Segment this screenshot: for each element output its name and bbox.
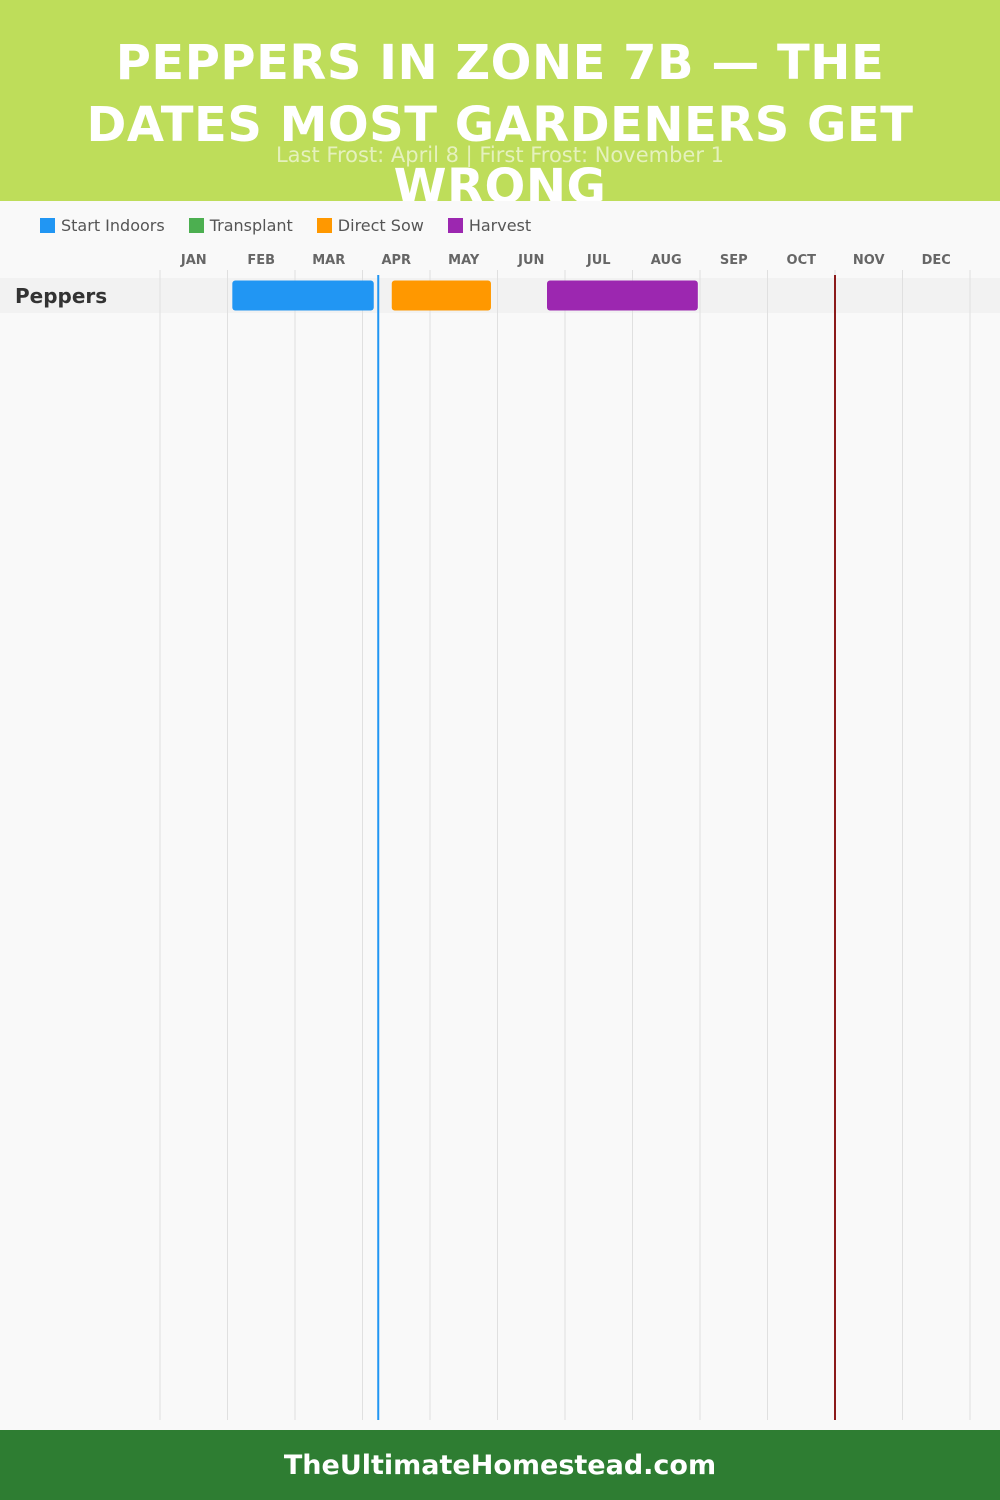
legend-swatch: [447, 217, 463, 233]
page-title: PEPPERS IN ZONE 7B — THE DATES MOST GARD…: [86, 35, 914, 201]
month-tick-label: AUG: [651, 253, 682, 268]
legend-label: Direct Sow: [337, 215, 424, 235]
legend-label: Start Indoors: [61, 215, 165, 235]
legend-item-direct-sow: Direct Sow: [316, 215, 424, 235]
legend-swatch: [188, 217, 204, 233]
legend-label: Harvest: [468, 215, 532, 235]
bar-start-indoors: [232, 280, 374, 311]
site-url[interactable]: TheUltimateHomestead.com: [283, 1449, 717, 1481]
frost-dates-subtitle: Last Frost: April 8 | First Frost: Novem…: [275, 143, 725, 167]
month-tick-label: MAR: [312, 253, 345, 268]
month-tick-label: DEC: [922, 253, 951, 268]
month-tick-label: FEB: [247, 253, 275, 268]
month-tick-label: JUN: [517, 253, 544, 268]
month-tick-label: NOV: [853, 253, 885, 268]
crop-label: Peppers: [15, 284, 107, 308]
legend-item-transplant: Transplant: [188, 215, 293, 235]
month-tick-label: OCT: [787, 253, 817, 268]
legend-item-harvest: Harvest: [447, 215, 532, 235]
legend-item-start-indoors: Start Indoors: [40, 216, 165, 235]
month-tick-label: JAN: [180, 253, 207, 268]
footer-banner: TheUltimateHomestead.com: [0, 1430, 1000, 1500]
planting-calendar-chart: JAN FEB MAR APR MAY JUN JUL AUG SEP OCT NOV DEC Pepp…: [0, 253, 1000, 1420]
month-tick-label: APR: [381, 253, 411, 268]
bar-direct-sow: [391, 280, 491, 311]
month-tick-label: SEP: [720, 253, 748, 268]
bar-harvest: [547, 280, 698, 311]
header-banner: PEPPERS IN ZONE 7B — THE DATES MOST GARD…: [0, 0, 1000, 201]
legend-swatch: [40, 217, 55, 233]
row-background: [0, 278, 1000, 313]
legend-label: Transplant: [209, 215, 293, 235]
month-tick-label: JUL: [586, 253, 611, 268]
chart-legend: Start Indoors Transplant Direct Sow Harv…: [40, 214, 555, 236]
legend-swatch: [316, 217, 332, 233]
month-tick-label: MAY: [448, 253, 480, 268]
